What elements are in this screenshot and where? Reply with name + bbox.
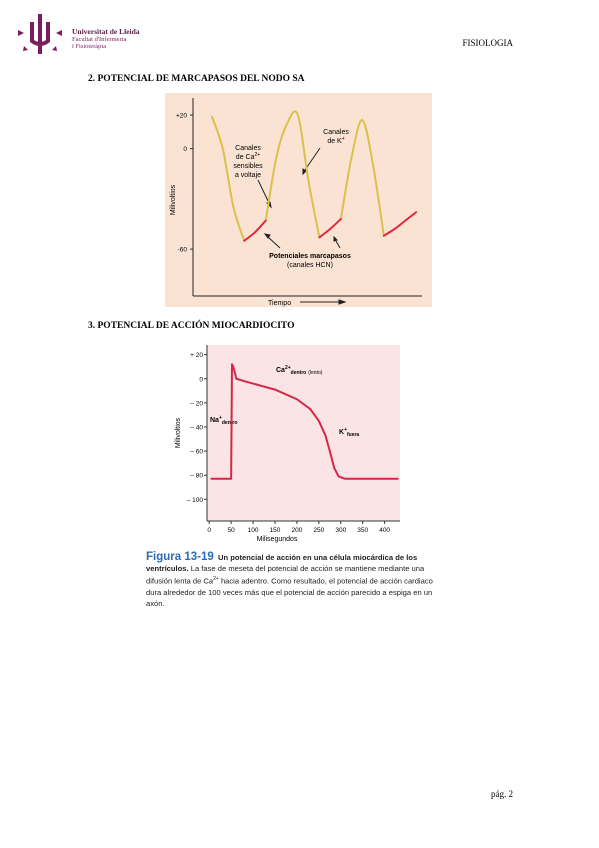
annotation-text: a voltaje [235,172,261,179]
superscript: 2+ [285,365,291,371]
annotation-text: de K+ [327,136,344,145]
plot-background [207,345,400,521]
x-tick-label: 350 [357,527,368,534]
x-tick-label: 250 [313,527,324,534]
superscript: + [344,427,347,433]
annotation: Canales de Ca2+ sensibles a voltaje Cana… [233,129,351,269]
x-tick-label: 300 [335,527,346,534]
x-tick-label: 100 [248,527,259,534]
y-tick-label: +20 [176,113,187,120]
caption-title: Un potencial de acción en una célula mio… [146,553,418,573]
page-number: pág. 2 [491,789,513,799]
subscript: dentro [291,370,307,376]
x-tick-label: 400 [379,527,390,534]
annotation-text: Na+dentro [210,415,237,426]
annotation-text: de Ca2+ [236,152,260,161]
annotation-text: K+fuera [339,427,359,438]
subscript: dentro [222,420,238,426]
x-tick-label: 200 [291,527,302,534]
line-series [211,110,385,242]
y-tick-label: 0 [199,376,203,383]
x-tick-label: 0 [207,527,211,534]
institution: i Fisioteràpia [72,43,106,50]
annotation-text: Potenciales marcapasos [269,253,351,260]
annotation: Ca2+dentro (lento) Na+dentro K+fuera [210,365,359,438]
annotation-note: (lento) [308,370,323,376]
annotation-text: K [339,429,344,436]
y-tick-label: -60 [178,247,188,254]
subscript: fuera [347,432,359,438]
logo [18,14,62,54]
x-tick-label: 50 [228,527,236,534]
line-series [210,363,399,480]
institution: Facultat d'Infermeria [72,36,127,43]
annotation-text: sensibles [233,163,263,170]
y-label: Milivoltios [170,184,177,215]
figure-caption: Figura 13-19 Un potencial de acción en u… [146,551,434,609]
caption-text: La fase de meseta del potencial de acció… [146,564,425,586]
superscript: 2+ [213,576,219,582]
section-heading: 3. POTENCIAL DE ACCIÓN MIOCARDIOCITO [88,319,294,331]
x-tick-label: 150 [270,527,281,534]
figure-background [165,93,432,307]
section-heading: 2. POTENCIAL DE MARCAPASOS DEL NODO SA [88,74,305,84]
y-tick-label: 0 [183,146,187,153]
y-tick-label: – 100 [187,497,204,504]
annotation-text: Ca [276,367,285,374]
superscript: 2+ [254,152,260,158]
subject: FISIOLOGIA [463,38,514,48]
x-label: Milisegundos [257,536,298,543]
annotation-text: de Ca [236,154,255,161]
y-tick-label: – 60 [190,449,203,456]
x-label: Tiempo [268,300,291,307]
annotation-text: (canales HCN) [287,262,333,269]
annotation-text: Canales [323,129,349,136]
annotation-text: Na [210,417,219,424]
caption-text: hacia adentro. Como resultado, el potenc… [146,576,433,608]
arrow [257,147,347,305]
y-tick-label: – 80 [190,473,203,480]
superscript: + [342,136,345,142]
institution: Universitat de Lleida [72,27,140,36]
annotation-text: Canales [235,145,261,152]
superscript: + [219,415,222,421]
annotation-text: de K [327,138,342,145]
line-series [243,211,418,242]
y-tick-label: – 20 [190,400,203,407]
y-tick-label: – 40 [190,424,203,431]
y-tick-label: + 20 [190,352,203,359]
y-label: Milivoltios [175,417,182,448]
annotation-text: Ca2+dentro (lento) [276,365,323,376]
caption-label: Figura 13-19 [146,551,214,563]
